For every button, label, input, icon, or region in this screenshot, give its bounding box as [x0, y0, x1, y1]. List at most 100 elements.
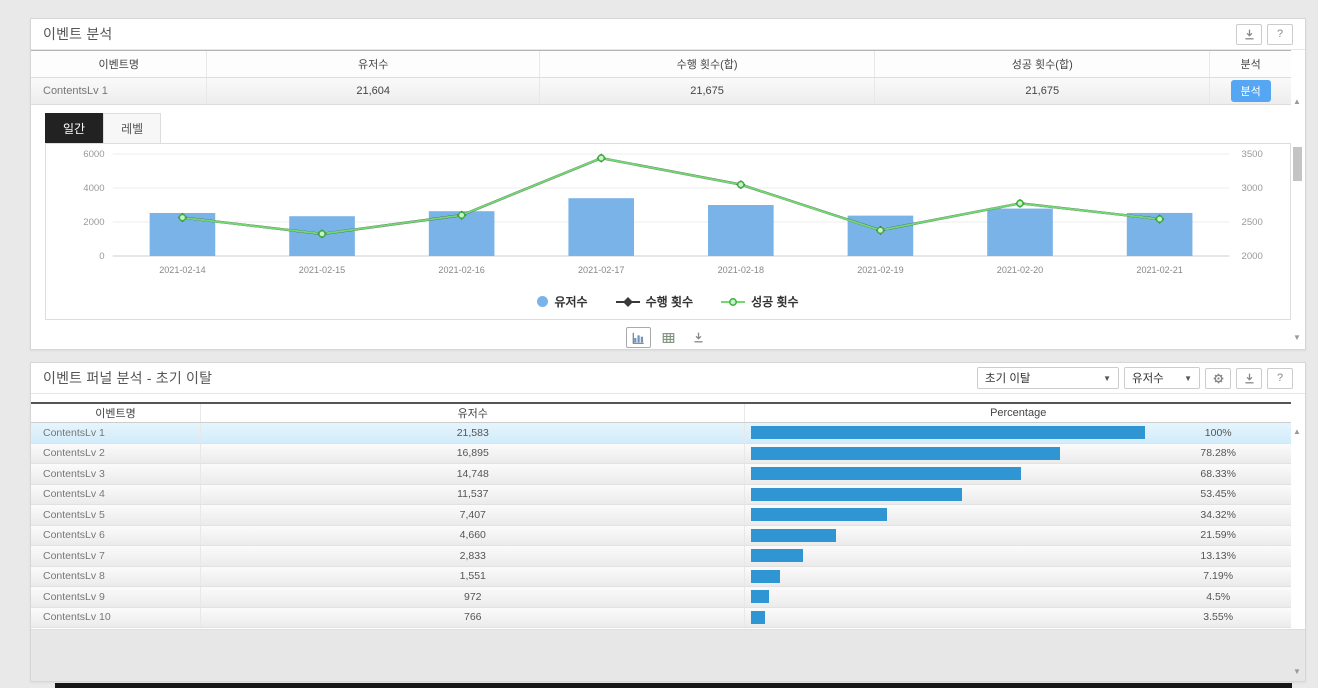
svg-text:3500: 3500 [1242, 149, 1263, 160]
legend-item-run-count[interactable]: 수행 횟수 [615, 293, 693, 310]
percentage-bar [751, 446, 1060, 460]
funnel-event-name: ContentsLv 2 [31, 443, 202, 463]
scroll-down-icon[interactable]: ▼ [1293, 667, 1301, 676]
chart-point[interactable] [736, 180, 745, 189]
event-summary-table: 이벤트명 유저수 수행 횟수(합) 성공 횟수(합) 분석 ContentsLv… [31, 50, 1291, 105]
funnel-event-name: ContentsLv 1 [31, 423, 202, 443]
chart-bar[interactable] [568, 198, 635, 256]
funnel-row[interactable]: ContentsLv 10 766 3.55% [31, 607, 1291, 628]
col-header-run-count: 수행 횟수(합) [540, 51, 876, 77]
svg-text:6000: 6000 [83, 149, 104, 160]
analyze-button[interactable]: 분석 [1230, 80, 1271, 102]
funnel-row[interactable]: ContentsLv 2 16,895 78.28% [31, 443, 1291, 464]
chart-bar[interactable] [708, 205, 774, 256]
help-button[interactable]: ? [1267, 23, 1293, 45]
funnel-row[interactable]: ContentsLv 3 14,748 68.33% [31, 464, 1291, 485]
legend-users-swatch-icon [537, 296, 549, 307]
funnel-event-name: ContentsLv 10 [31, 607, 202, 627]
tab-daily[interactable]: 일간 [45, 113, 104, 143]
funnel-percentage-cell: 7.19% [745, 567, 1291, 587]
tab-level[interactable]: 레벨 [103, 113, 162, 143]
funnel-download-button[interactable] [1236, 367, 1262, 389]
legend-item-success-count[interactable]: 성공 횟수 [721, 293, 799, 310]
funnel-type-select[interactable]: 초기 이탈 ▼ [977, 367, 1119, 389]
event-summary-table-header: 이벤트명 유저수 수행 횟수(합) 성공 횟수(합) 분석 [31, 50, 1291, 78]
chart-legend: 유저수 수행 횟수 성공 횟수 [46, 290, 1290, 319]
funnel-row[interactable]: ContentsLv 7 2,833 13.13% [31, 546, 1291, 567]
chart-point[interactable] [178, 213, 187, 222]
chart-point[interactable] [457, 211, 466, 220]
percentage-bar [751, 508, 887, 522]
percentage-label: 13.13% [1200, 549, 1236, 562]
chart-tabs: 일간 레벨 [45, 113, 1305, 143]
percentage-label: 21.59% [1200, 529, 1236, 542]
funnel-row[interactable]: ContentsLv 6 4,660 21.59% [31, 525, 1291, 546]
funnel-percentage-cell: 68.33% [745, 464, 1291, 484]
funnel-percentage-cell: 21.59% [745, 526, 1291, 546]
download-button[interactable] [1236, 23, 1262, 45]
funnel-row[interactable]: ContentsLv 4 11,537 53.45% [31, 484, 1291, 505]
scroll-down-icon[interactable]: ▼ [1293, 333, 1301, 342]
event-analysis-panel: 이벤트 분석 ? 이벤트명 유저수 수행 횟수(합) 성공 횟수(합) 분석 C… [30, 18, 1306, 350]
percentage-bar [751, 590, 770, 604]
chevron-down-icon: ▼ [1103, 373, 1111, 383]
funnel-event-name: ContentsLv 5 [31, 505, 202, 525]
scroll-up-icon[interactable]: ▲ [1293, 427, 1301, 436]
funnel-event-name: ContentsLv 3 [31, 464, 202, 484]
chart-view-button[interactable] [625, 327, 651, 348]
svg-text:2021-02-17: 2021-02-17 [578, 265, 624, 275]
col-header-event-name: 이벤트명 [31, 51, 208, 77]
event-analysis-header: 이벤트 분석 ? [31, 19, 1305, 50]
run-count-cell: 21,675 [540, 78, 876, 104]
percentage-bar [751, 487, 962, 501]
bottom-bar [55, 683, 1292, 688]
funnel-help-button[interactable]: ? [1267, 367, 1293, 389]
funnel-event-name: ContentsLv 8 [31, 566, 202, 586]
funnel-users: 7,407 [201, 505, 746, 525]
legend-run-swatch-icon [615, 296, 640, 307]
funnel-users: 16,895 [201, 443, 746, 463]
chart-download-button[interactable] [685, 327, 711, 348]
settings-button[interactable] [1205, 367, 1231, 389]
funnel-row[interactable]: ContentsLv 9 972 4.5% [31, 587, 1291, 608]
chart-bar[interactable] [987, 208, 1053, 256]
funnel-row[interactable]: ContentsLv 5 7,407 34.32% [31, 505, 1291, 526]
funnel-header: 이벤트 퍼널 분석 - 초기 이탈 초기 이탈 ▼ 유저수 ▼ ? [31, 363, 1305, 394]
funnel-row[interactable]: ContentsLv 8 1,551 7.19% [31, 566, 1291, 587]
funnel-percentage-cell: 13.13% [745, 546, 1291, 566]
panel1-scrollbar[interactable]: ▲ ▼ [1291, 97, 1303, 343]
percentage-label: 34.32% [1200, 508, 1236, 521]
scroll-up-icon[interactable]: ▲ [1293, 97, 1301, 106]
percentage-label: 78.28% [1200, 447, 1236, 460]
panel2-scrollbar[interactable]: ▲ ▼ [1291, 427, 1303, 677]
svg-text:2021-02-21: 2021-02-21 [1136, 265, 1182, 275]
chart-point[interactable] [876, 226, 885, 235]
funnel-table-body: ContentsLv 1 21,583 100% ContentsLv 2 16,895… [31, 423, 1291, 628]
legend-success-swatch-icon [721, 297, 746, 306]
col-header-event-name: 이벤트명 [31, 404, 202, 422]
funnel-users: 766 [201, 607, 746, 627]
col-header-users: 유저수 [201, 404, 746, 422]
chart-point[interactable] [1016, 199, 1024, 208]
percentage-label: 100% [1204, 426, 1232, 439]
chart-point[interactable] [1155, 215, 1164, 223]
table-row[interactable]: ContentsLv 1 21,604 21,675 21,675 분석 [31, 78, 1291, 104]
col-header-success-count: 성공 횟수(합) [875, 51, 1211, 77]
chart-point[interactable] [318, 230, 326, 238]
percentage-bar [751, 528, 837, 542]
col-header-analyze: 분석 [1240, 59, 1261, 71]
metric-select[interactable]: 유저수 ▼ [1124, 367, 1200, 389]
funnel-users: 2,833 [201, 546, 746, 566]
chart-point[interactable] [597, 154, 606, 162]
table-view-button[interactable] [655, 327, 681, 348]
percentage-label: 7.19% [1203, 570, 1234, 583]
percentage-bar [751, 610, 766, 624]
funnel-users: 14,748 [201, 464, 746, 484]
funnel-users: 11,537 [201, 484, 746, 504]
percentage-label: 53.45% [1200, 488, 1236, 501]
funnel-row[interactable]: ContentsLv 1 21,583 100% [31, 423, 1291, 444]
legend-item-users[interactable]: 유저수 [537, 293, 588, 310]
funnel-users: 1,551 [201, 566, 746, 586]
svg-text:2021-02-16: 2021-02-16 [438, 265, 484, 275]
scrollbar-thumb[interactable] [1292, 147, 1302, 181]
